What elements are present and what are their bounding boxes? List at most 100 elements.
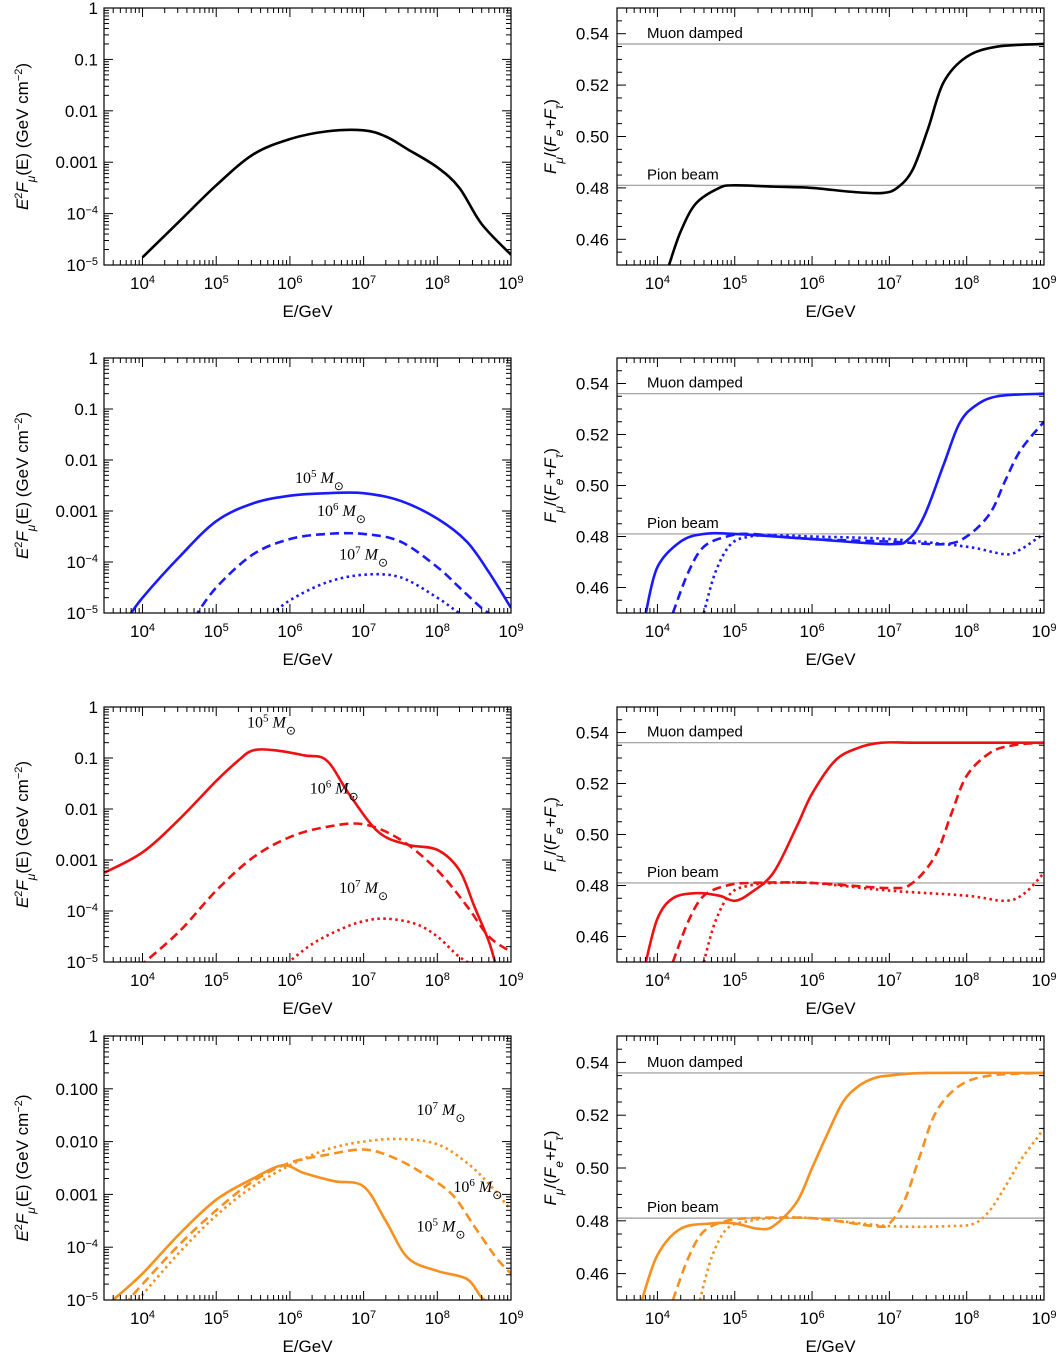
row2-flux-xtick-label: 105 xyxy=(204,622,229,641)
row3-flux-ylabel: E2Fμ(E) (GeV cm−2) xyxy=(13,761,38,908)
row4-flux-xtick-label: 105 xyxy=(204,1309,229,1328)
row2-flux-ytick-label: 0.01 xyxy=(65,451,98,470)
row2-flux-ylabel: E2Fμ(E) (GeV cm−2) xyxy=(13,412,38,559)
row4-ratio-series-group xyxy=(640,1071,1044,1300)
row3-flux-ytick-label: 1 xyxy=(89,698,98,717)
row2-flux-series-group xyxy=(129,491,511,613)
row1-flux-ylabel: E2Fμ(E) (GeV cm−2) xyxy=(13,63,38,210)
row2-ratio-xtick-label: 104 xyxy=(645,622,670,641)
row3-ratio-xtick-label: 105 xyxy=(722,971,747,990)
row3-flux-ytick-label: 0.001 xyxy=(55,851,98,870)
row3-flux-series-dotted-line xyxy=(286,917,471,962)
row4-flux-ytick-label: 1 xyxy=(89,1027,98,1046)
row4-ratio-refline-label-1: Pion beam xyxy=(647,1199,719,1216)
row2-flux-mass-label-2: 107 M⊙ xyxy=(339,544,388,569)
row3-flux-mass-label-0: 105 M⊙ xyxy=(247,712,296,737)
row2-ratio-ytick-label: 0.48 xyxy=(576,528,609,547)
row1-flux-ytick-label: 1 xyxy=(89,0,98,18)
row3-ratio-refline-label-1: Pion beam xyxy=(647,864,719,881)
row1-ratio-series-solid-line xyxy=(667,42,1044,265)
row1-flux-frame xyxy=(103,7,512,266)
row2-ratio-xlabel: E/GeV xyxy=(805,650,856,669)
row4-ratio-refline-label-0: Muon damped xyxy=(647,1054,743,1071)
row3-flux-xtick-label: 106 xyxy=(277,971,302,990)
row2-flux-mass-label-0: 105 M⊙ xyxy=(295,468,344,493)
row1-ratio-frame xyxy=(616,7,1045,266)
row1-ratio-ytick-label: 0.54 xyxy=(576,25,609,44)
row1-flux-series-group xyxy=(141,128,511,259)
row3-ratio-xtick-label: 106 xyxy=(800,971,825,990)
row2-ratio-xtick-label: 109 xyxy=(1031,622,1056,641)
row3-flux-series-solid-line xyxy=(104,748,497,962)
row1-ratio-xtick-label: 108 xyxy=(954,274,979,293)
row3-ratio-ytick-label: 0.54 xyxy=(576,724,609,743)
row4-flux-series-group xyxy=(112,1137,511,1300)
row4-flux-series-dashed-line xyxy=(126,1148,511,1300)
row2-flux-xtick-label: 106 xyxy=(277,622,302,641)
row3-flux-ytick-label: 0.1 xyxy=(74,749,98,768)
row1-ratio-xtick-label: 107 xyxy=(877,274,902,293)
row2-ratio-ytick-label: 0.54 xyxy=(576,375,609,394)
row2-flux-series-dashed-line xyxy=(195,531,491,613)
row1-flux-panel: 104 105 106 107 108 109 10−5 10−4 0.001 0.01 0.1 1 E… xyxy=(13,0,524,321)
row3-ratio-panel: Muon damped Pion beam 104 105 106 107 108 109 0.… xyxy=(541,706,1057,1018)
row1-ratio-xtick-label: 106 xyxy=(800,274,825,293)
row1-flux-xtick-label: 104 xyxy=(130,274,155,293)
row2-flux-frame xyxy=(103,357,512,614)
row4-flux-mass-label-0: 107 M⊙ xyxy=(417,1100,466,1125)
row4-flux-mass-label-2: 105 M⊙ xyxy=(417,1216,466,1241)
row1-flux-series-solid-line xyxy=(141,128,511,259)
row4-ratio-xtick-label: 109 xyxy=(1031,1309,1056,1328)
row4-flux-series-dotted-line xyxy=(136,1137,511,1300)
row3-ratio-series-group xyxy=(644,741,1044,962)
row2-ratio-ytick-label: 0.46 xyxy=(576,579,609,598)
row2-flux-xtick-label: 107 xyxy=(351,622,376,641)
row3-ratio-xtick-label: 107 xyxy=(877,971,902,990)
row4-ratio-xtick-label: 106 xyxy=(800,1309,825,1328)
row3-ratio-ytick-label: 0.50 xyxy=(576,826,609,845)
row2-flux-panel: 104 105 106 107 108 109 10−5 10−4 0.001 0.01 0.1 1 E… xyxy=(13,349,524,669)
row4-ratio-ylabel: Fμ/(Fe+Fτ) xyxy=(541,1131,566,1206)
row1-ratio-ytick-label: 0.46 xyxy=(576,230,609,249)
row3-ratio-xtick-label: 109 xyxy=(1031,971,1056,990)
row4-ratio-xlabel: E/GeV xyxy=(805,1337,856,1356)
row1-ratio-refline-label-1: Pion beam xyxy=(647,166,719,183)
row2-flux-xtick-label: 109 xyxy=(498,622,523,641)
row4-ratio-series-solid-line xyxy=(640,1071,1044,1300)
row1-ratio-series-group xyxy=(667,42,1044,265)
row4-flux-ytick-label: 10−4 xyxy=(67,1238,98,1257)
row1-ratio-xtick-label: 109 xyxy=(1031,274,1056,293)
row2-flux-ytick-label: 0.001 xyxy=(55,502,98,521)
row4-ratio-series-dashed-line xyxy=(671,1071,1044,1300)
row3-flux-xtick-label: 108 xyxy=(425,971,450,990)
row1-ratio-ytick-label: 0.48 xyxy=(576,179,609,198)
row3-flux-mass-label-1: 106 M⊙ xyxy=(310,779,359,804)
row4-ratio-xtick-label: 107 xyxy=(877,1309,902,1328)
row3-flux-series-group xyxy=(104,748,511,962)
row3-flux-xtick-label: 104 xyxy=(130,971,155,990)
row1-flux-xtick-label: 108 xyxy=(425,274,450,293)
row3-flux-mass-label-2: 107 M⊙ xyxy=(339,878,388,903)
row2-ratio-ytick-label: 0.52 xyxy=(576,426,609,445)
row3-flux-ytick-label: 10−5 xyxy=(67,953,98,972)
row2-ratio-series-solid-line xyxy=(644,392,1044,613)
row1-ratio-ytick-label: 0.52 xyxy=(576,76,609,95)
row1-flux-ytick-label: 0.1 xyxy=(74,50,98,69)
row2-flux-xtick-label: 108 xyxy=(425,622,450,641)
row2-ratio-xtick-label: 108 xyxy=(954,622,979,641)
row1-ratio-xtick-label: 104 xyxy=(645,274,670,293)
row2-ratio-panel: Muon damped Pion beam 104 105 106 107 108 109 0.… xyxy=(541,357,1057,669)
row3-flux-series-dashed-line xyxy=(142,822,511,962)
row1-ratio-ytick-label: 0.50 xyxy=(576,128,609,147)
row3-ratio-ytick-label: 0.48 xyxy=(576,877,609,896)
row3-flux-panel: 104 105 106 107 108 109 10−5 10−4 0.001 0.01 0.1 1 E… xyxy=(13,698,524,1018)
row2-flux-ytick-label: 10−5 xyxy=(67,604,98,623)
row2-ratio-series-dotted-line xyxy=(702,532,1044,613)
row3-ratio-frame xyxy=(616,706,1045,963)
row4-flux-ytick-label: 10−5 xyxy=(67,1291,98,1310)
row3-flux-ytick-label: 10−4 xyxy=(67,902,98,921)
row2-flux-ytick-label: 0.1 xyxy=(74,400,98,419)
row4-flux-xtick-label: 104 xyxy=(130,1309,155,1328)
row4-ratio-ytick-label: 0.54 xyxy=(576,1053,609,1072)
row2-ratio-series-dashed-line xyxy=(671,420,1044,613)
